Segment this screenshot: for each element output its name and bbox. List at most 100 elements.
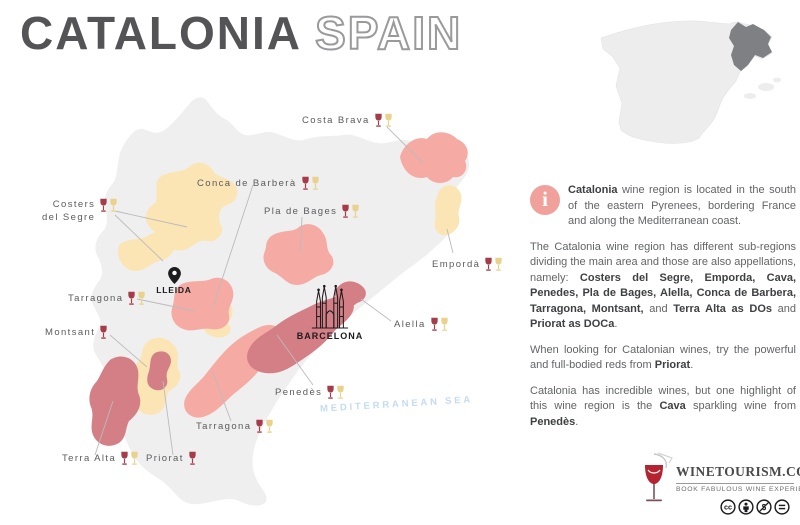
catalonia-map: [89, 97, 470, 506]
cc-license-icon: cc: [720, 499, 736, 515]
city-lleida: LLEIDA: [150, 267, 198, 295]
label-text: Penedès: [275, 387, 323, 398]
region-terra-alta: [89, 356, 141, 446]
brand-name: WINETOURISM.COM: [676, 464, 800, 479]
region-alella: [334, 281, 366, 307]
svg-text:cc: cc: [724, 503, 732, 512]
wine-glass-icons: [120, 451, 139, 464]
regions-rose: [89, 281, 366, 446]
label-text: Costers del Segre: [42, 199, 96, 223]
region-costers-north: [145, 162, 238, 251]
info-panel: i Catalonia wine region is located in th…: [530, 183, 796, 440]
red-wine-glass-icon: [484, 257, 493, 273]
white-wine-glass-icon: [265, 419, 274, 435]
city-label: BARCELONA: [296, 331, 364, 341]
white-wine-glass-icon: [130, 451, 139, 467]
title-country: SPAIN: [314, 6, 463, 60]
wine-glass-icons: [430, 317, 449, 330]
info-paragraph-2: The Catalonia wine region has different …: [530, 240, 797, 331]
white-wine-glass-icon: [351, 204, 360, 220]
red-wine-glass-icon: [99, 198, 108, 214]
red-wine-glass-icon: [127, 291, 136, 307]
label-penedes: Penedès: [275, 385, 345, 398]
spain-locator-map: [600, 20, 781, 144]
red-wine-glass-icon: [99, 325, 108, 341]
winetourism-logo: WINETOURISM.COM BOOK FABULOUS WINE EXPER…: [636, 450, 800, 515]
label-text: Pla de Bages: [264, 206, 338, 217]
region-penedes: [246, 294, 354, 374]
label-text: Conca de Barberà: [197, 178, 297, 189]
info-paragraph-1: Catalonia wine region is located in the …: [568, 184, 796, 227]
white-wine-glass-icon: [494, 257, 503, 273]
wine-glass-icons: [341, 204, 360, 217]
label-tarragona-west: Tarragona: [68, 291, 146, 304]
label-text: Costa Brava: [302, 115, 370, 126]
white-wine-glass-icon: [440, 317, 449, 333]
label-costers-del-segre: Costers del Segre: [42, 198, 118, 224]
red-wine-glass-icon: [301, 176, 310, 192]
label-text: Tarragona: [68, 293, 124, 304]
region-emporda: [434, 185, 462, 236]
label-text: Priorat: [146, 453, 184, 464]
red-wine-glass-icon: [120, 451, 129, 467]
red-wine-glass-icon: [430, 317, 439, 333]
red-wine-glass-icon: [341, 204, 350, 220]
red-wine-glass-icon: [374, 113, 383, 129]
info-paragraph-3: When looking for Catalonian wines, try t…: [530, 343, 796, 372]
region-costa-brava: [400, 132, 468, 183]
sagrada-familia-icon: [311, 284, 349, 329]
city-barcelona: BARCELONA: [296, 284, 364, 341]
wine-glass-icons: [255, 419, 274, 432]
label-terra-alta: Terra Alta: [62, 451, 139, 464]
balearic-islands: [744, 77, 781, 99]
region-priorat: [147, 351, 171, 391]
label-montsant: Montsant: [45, 325, 108, 338]
region-costers-west: [118, 232, 175, 271]
label-text: Empordà: [432, 259, 481, 270]
wine-glass-pour-icon: [645, 452, 673, 502]
title-region: CATALONIA: [20, 7, 301, 59]
white-wine-glass-icon: [336, 385, 345, 401]
wine-glass-icons: [326, 385, 345, 398]
map-pin-icon: [167, 267, 181, 284]
catalonia-highlight: [729, 22, 772, 71]
cc-nd-icon: [774, 499, 790, 515]
white-wine-glass-icon: [109, 198, 118, 214]
red-wine-glass-icon: [255, 419, 264, 435]
label-pla-de-bages: Pla de Bages: [264, 204, 360, 217]
license-icons: cc $: [636, 499, 790, 515]
brand-tagline: BOOK FABULOUS WINE EXPERIENCES: [676, 486, 800, 493]
white-wine-glass-icon: [384, 113, 393, 129]
red-wine-glass-icon: [188, 451, 197, 467]
wine-glass-icons: [301, 176, 320, 189]
wine-glass-icons: [374, 113, 393, 126]
label-emporda: Empordà: [432, 257, 503, 270]
red-wine-glass-icon: [326, 385, 335, 401]
label-priorat: Priorat: [146, 451, 197, 464]
cc-nc-icon: $: [756, 499, 772, 515]
spain-outline: [600, 20, 773, 144]
brand-divider: [676, 483, 794, 484]
white-wine-glass-icon: [137, 291, 146, 307]
region-pla-de-bages: [263, 224, 334, 285]
wine-glass-icons: [99, 325, 108, 338]
label-alella: Alella: [394, 317, 449, 330]
white-wine-glass-icon: [311, 176, 320, 192]
label-conca-de-barbera: Conca de Barberà: [197, 176, 320, 189]
page-title: CATALONIA SPAIN: [20, 6, 462, 60]
wine-glass-icons: [127, 291, 146, 304]
label-tarragona-south: Tarragona: [196, 419, 274, 432]
label-text: Alella: [394, 319, 426, 330]
info-paragraph-4: Catalonia has incredible wines, but one …: [530, 384, 796, 428]
info-icon: i: [530, 185, 560, 215]
leader-lines: [94, 126, 454, 456]
wine-glass-icons: [484, 257, 503, 270]
cc-by-icon: [738, 499, 754, 515]
wine-glass-icons: [188, 451, 197, 464]
city-label: LLEIDA: [156, 285, 192, 295]
wine-glass-icons: [99, 198, 118, 211]
label-text: Terra Alta: [62, 453, 117, 464]
label-costa-brava: Costa Brava: [302, 113, 393, 126]
label-text: Tarragona: [196, 421, 252, 432]
